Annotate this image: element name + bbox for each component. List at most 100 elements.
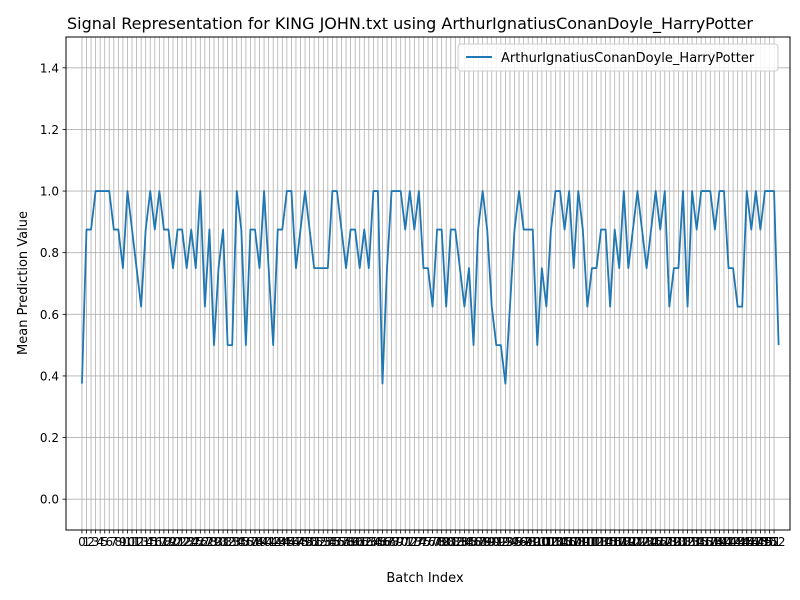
- x-tick-label: 45: [279, 535, 294, 549]
- x-tick-label: 26: [193, 535, 208, 549]
- y-tick-label: 0.6: [40, 308, 59, 322]
- x-tick-label: 96: [511, 535, 526, 549]
- x-tick-label: 46: [284, 535, 299, 549]
- x-tick-label: 150: [754, 535, 777, 549]
- x-tick-label: 80: [439, 535, 454, 549]
- x-tick-label: 128: [653, 535, 676, 549]
- x-tick-label: 17: [152, 535, 167, 549]
- x-tick-label: 3: [92, 535, 100, 549]
- x-tick-label: 65: [370, 535, 385, 549]
- x-tick-label: 102: [535, 535, 558, 549]
- x-tick-label: 7: [110, 535, 118, 549]
- x-tick-label: 69: [388, 535, 403, 549]
- x-tick-label: 114: [590, 535, 613, 549]
- x-tick-label: 122: [626, 535, 649, 549]
- y-axis-ticks: 0.0 0.2 0.4 0.6 0.8 1.0 1.2 1.4: [40, 61, 66, 507]
- y-tick-label: 0.0: [40, 493, 59, 507]
- x-tick-label: 29: [206, 535, 221, 549]
- x-tick-label: 75: [416, 535, 431, 549]
- x-tick-label: 130: [662, 535, 685, 549]
- x-tick-label: 139: [703, 535, 726, 549]
- x-tick-label: 55: [325, 535, 340, 549]
- x-tick-label: 127: [649, 535, 672, 549]
- x-tick-label: 35: [234, 535, 249, 549]
- x-tick-label: 54: [320, 535, 335, 549]
- x-tick-label: 60: [348, 535, 363, 549]
- x-tick-label: 5: [101, 535, 109, 549]
- x-tick-label: 68: [384, 535, 399, 549]
- x-tick-label: 134: [681, 535, 704, 549]
- x-tick-label: 91: [489, 535, 504, 549]
- x-tick-label: 117: [603, 535, 626, 549]
- x-tick-label: 21: [170, 535, 185, 549]
- x-tick-label: 9: [119, 535, 127, 549]
- x-tick-label: 33: [225, 535, 240, 549]
- x-tick-label: 38: [247, 535, 262, 549]
- x-tick-label: 133: [676, 535, 699, 549]
- x-tick-label: 2: [87, 535, 95, 549]
- x-tick-label: 103: [539, 535, 562, 549]
- y-tick-label: 1.2: [40, 123, 59, 137]
- x-tick-label: 98: [521, 535, 536, 549]
- x-tick-label: 94: [502, 535, 517, 549]
- x-tick-label: 66: [375, 535, 390, 549]
- x-tick-label: 147: [740, 535, 763, 549]
- x-tick-label: 20: [165, 535, 180, 549]
- x-tick-label: 106: [553, 535, 576, 549]
- x-tick-label: 6: [105, 535, 113, 549]
- x-tick-label: 1: [83, 535, 91, 549]
- x-tick-label: 137: [694, 535, 717, 549]
- x-tick-label: 64: [366, 535, 381, 549]
- x-tick-label: 49: [297, 535, 312, 549]
- x-tick-label: 71: [398, 535, 413, 549]
- x-tick-label: 107: [558, 535, 581, 549]
- x-tick-label: 72: [402, 535, 417, 549]
- x-tick-label: 63: [361, 535, 376, 549]
- x-tick-label: 52: [311, 535, 326, 549]
- x-tick-label: 90: [484, 535, 499, 549]
- x-axis-ticks: 0123456789101112131415161718192021222324…: [78, 530, 786, 549]
- x-tick-label: 104: [544, 535, 567, 549]
- x-tick-label: 47: [288, 535, 303, 549]
- x-tick-label: 36: [238, 535, 253, 549]
- x-tick-label: 44: [275, 535, 290, 549]
- x-tick-label: 10: [120, 535, 135, 549]
- x-tick-label: 141: [713, 535, 736, 549]
- x-tick-label: 76: [420, 535, 435, 549]
- x-tick-label: 135: [685, 535, 708, 549]
- x-tick-label: 79: [434, 535, 449, 549]
- grid: [66, 37, 790, 530]
- x-tick-label: 18: [156, 535, 171, 549]
- x-tick-label: 70: [393, 535, 408, 549]
- x-tick-label: 85: [461, 535, 476, 549]
- x-tick-label: 8: [115, 535, 123, 549]
- x-tick-label: 120: [617, 535, 640, 549]
- x-tick-label: 58: [338, 535, 353, 549]
- x-tick-label: 125: [640, 535, 663, 549]
- x-tick-label: 151: [758, 535, 781, 549]
- x-tick-label: 41: [261, 535, 276, 549]
- x-tick-label: 32: [220, 535, 235, 549]
- x-tick-label: 124: [635, 535, 658, 549]
- series-line: [81, 190, 780, 385]
- x-tick-label: 34: [229, 535, 244, 549]
- x-tick-label: 86: [466, 535, 481, 549]
- x-tick-label: 42: [266, 535, 281, 549]
- x-tick-label: 27: [197, 535, 212, 549]
- x-tick-label: 138: [699, 535, 722, 549]
- x-tick-label: 99: [525, 535, 540, 549]
- y-tick-label: 1.4: [40, 61, 59, 75]
- x-tick-label: 87: [470, 535, 485, 549]
- x-tick-label: 48: [293, 535, 308, 549]
- x-tick-label: 16: [147, 535, 162, 549]
- x-tick-label: 144: [726, 535, 749, 549]
- x-tick-label: 22: [174, 535, 189, 549]
- x-tick-label: 83: [452, 535, 467, 549]
- x-tick-label: 129: [658, 535, 681, 549]
- x-tick-label: 61: [352, 535, 367, 549]
- x-tick-label: 43: [270, 535, 285, 549]
- legend: ArthurIgnatiusConanDoyle_HarryPotter: [457, 43, 779, 72]
- x-tick-label: 149: [749, 535, 772, 549]
- x-tick-label: 95: [507, 535, 522, 549]
